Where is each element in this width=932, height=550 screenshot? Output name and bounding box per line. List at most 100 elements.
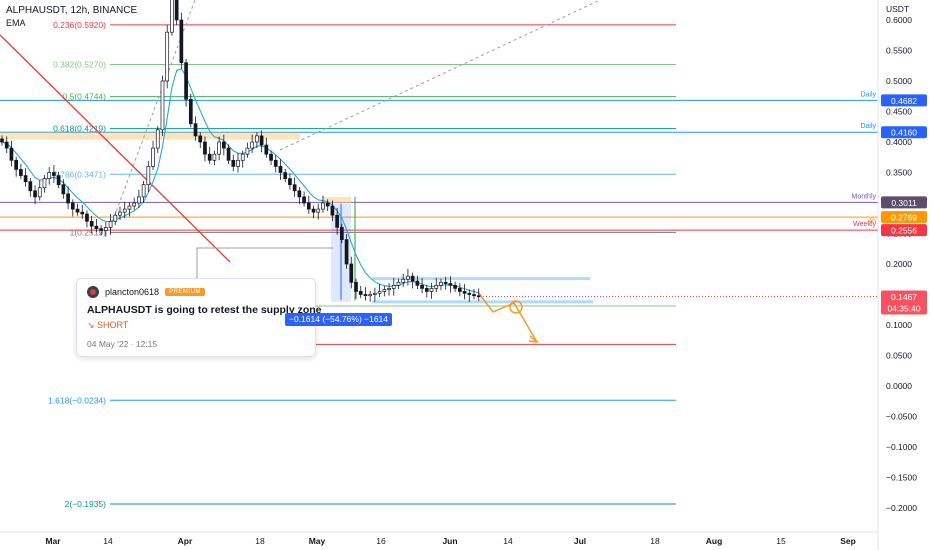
candle-body (70, 202, 75, 210)
candle-body (429, 288, 434, 292)
current-price-box (881, 290, 927, 315)
axis-price-box (881, 224, 927, 237)
axis-price-box (881, 196, 927, 209)
candle-body (9, 147, 14, 161)
fib-label: 0.786(0.3471) (53, 169, 106, 179)
ema-line (1, 67, 479, 294)
time-tick-label: Apr (178, 536, 193, 546)
projection-circle (509, 300, 523, 314)
candle-body (387, 288, 391, 290)
idea-card[interactable]: plancton0618 PREMIUM ALPHAUSDT is going … (76, 278, 322, 357)
candle-body (37, 187, 42, 198)
fib-label: 1.618(−0.0234) (48, 395, 106, 405)
candle-body (302, 196, 306, 204)
time-tick-label: 18 (650, 536, 660, 546)
time-tick-label: Sep (840, 536, 856, 546)
axis-price-text: 0.2556 (891, 226, 917, 236)
candle-body (278, 166, 283, 173)
candle-body (23, 175, 28, 183)
time-axis[interactable]: Mar 14 Apr 18 May 16 Jun 14 Jul 18 Aug 15 Sep (0, 531, 878, 546)
candle-body (188, 98, 193, 125)
candle-body (443, 281, 448, 284)
candle-body (56, 175, 61, 186)
dashed-trendline (109, 0, 196, 229)
candle-body (89, 220, 94, 227)
level-name: Daily (860, 123, 876, 130)
axis-tick-label: 0.5500 (886, 46, 912, 56)
candle-body (118, 211, 122, 216)
idea-title[interactable]: ALPHAUSDT is going to retest the supply … (87, 304, 322, 316)
candle-body (321, 202, 325, 210)
candle-body (236, 159, 240, 167)
avatar[interactable] (87, 286, 99, 298)
candle-body (453, 285, 457, 289)
candle-body (61, 184, 66, 195)
axis-price-box (881, 94, 927, 107)
candle-body (4, 141, 9, 149)
candle-body (457, 288, 462, 292)
time-tick-label: 18 (255, 536, 265, 546)
supply-zone (323, 196, 351, 203)
axis-tick-label: 0.4000 (886, 137, 912, 147)
candle-body (316, 208, 321, 213)
candle-body (231, 159, 236, 167)
candle-body (203, 141, 207, 155)
level-name: Weekly (853, 221, 876, 228)
countdown-text: 04:35:40 (887, 304, 920, 314)
fib-label: 0.382(0.5270) (53, 60, 106, 70)
candle-body (354, 281, 358, 292)
candle-body (212, 153, 217, 161)
candle-body (255, 135, 259, 143)
candle-body (99, 228, 103, 231)
candle-body (448, 283, 453, 286)
candle-body (217, 141, 221, 155)
axis-tick-label: 0.0000 (886, 381, 912, 391)
indicator-legend[interactable]: EMA (6, 18, 26, 28)
axis-price-box (881, 211, 927, 224)
candle-body (52, 172, 56, 176)
candle-body (349, 263, 354, 283)
axis-tick-label: 0.6000 (886, 15, 912, 25)
candle-body (42, 178, 47, 189)
fib-label: 2(−0.1935) (65, 499, 107, 509)
candle-body (160, 80, 165, 131)
direction-label: ↘ SHORT (87, 320, 129, 330)
dashed-trendline (279, 0, 601, 151)
candle-body (401, 278, 406, 283)
candle-body (363, 294, 368, 297)
candle-body (122, 208, 127, 213)
candle-body (0, 138, 4, 143)
axis-tick-label: 0.4500 (886, 107, 912, 117)
candle-body (434, 285, 439, 289)
candle-body (288, 178, 292, 186)
symbol-title[interactable]: ALPHAUSDT, 12h, BINANCE (6, 5, 138, 16)
projection-path (477, 291, 538, 343)
candle-body (368, 294, 373, 297)
candle-body (339, 227, 344, 240)
axis-level-labels: 0.4682 0.4160 0.3011 0.2769 0.2556 0.1467 04:3… (480, 94, 927, 315)
axis-tick-label: 0.0500 (886, 351, 912, 361)
candle-body (410, 275, 415, 282)
connector-line (196, 247, 333, 278)
axis-tick-label: −0.2000 (886, 503, 917, 513)
candle-body (377, 291, 382, 294)
candle-body (179, 19, 184, 64)
axis-tick-label: −0.1500 (886, 473, 917, 483)
ema-polyline (1, 67, 479, 294)
author-name[interactable]: plancton0618 (105, 287, 160, 297)
projection-arrowhead (528, 335, 540, 344)
fib-label: 1(0.2519) (70, 227, 107, 237)
axis-currency: USDT (886, 4, 909, 14)
candle-body (66, 193, 70, 204)
time-tick-label: 15 (776, 536, 786, 546)
time-tick-label: Aug (706, 536, 723, 546)
fibonacci-retracement[interactable]: 0.236(0.5920) 0.382(0.5270) 0.5(0.4744) 0.6… (48, 20, 676, 509)
candle-body (240, 153, 245, 161)
candle-body (306, 202, 311, 210)
level-name: Monthly (851, 193, 876, 200)
time-tick-label: Mar (45, 536, 61, 546)
candle-body (297, 190, 302, 198)
